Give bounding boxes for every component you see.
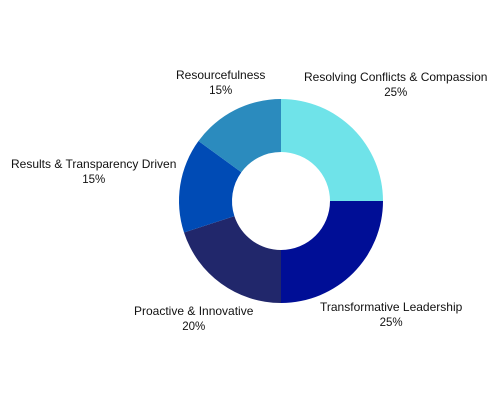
slice-resourcefulness: [198, 99, 281, 173]
slice-label-proactive-innovative: Proactive & Innovative 20%: [134, 304, 254, 333]
slice-label-resourcefulness: Resourcefulness 15%: [176, 68, 266, 97]
slice-resolving-conflicts: [281, 99, 383, 201]
slice-label-resolving-conflicts: Resolving Conflicts & Compassion 25%: [304, 70, 488, 99]
slice-proactive-innovative: [183, 216, 281, 303]
slice-label-transformative-leadership: Transformative Leadership 25%: [320, 300, 463, 329]
slice-transformative-leadership: [281, 201, 383, 303]
slice-label-results-transparency: Results & Transparency Driven 15%: [11, 157, 177, 186]
slice-results-transparency: [178, 141, 242, 233]
